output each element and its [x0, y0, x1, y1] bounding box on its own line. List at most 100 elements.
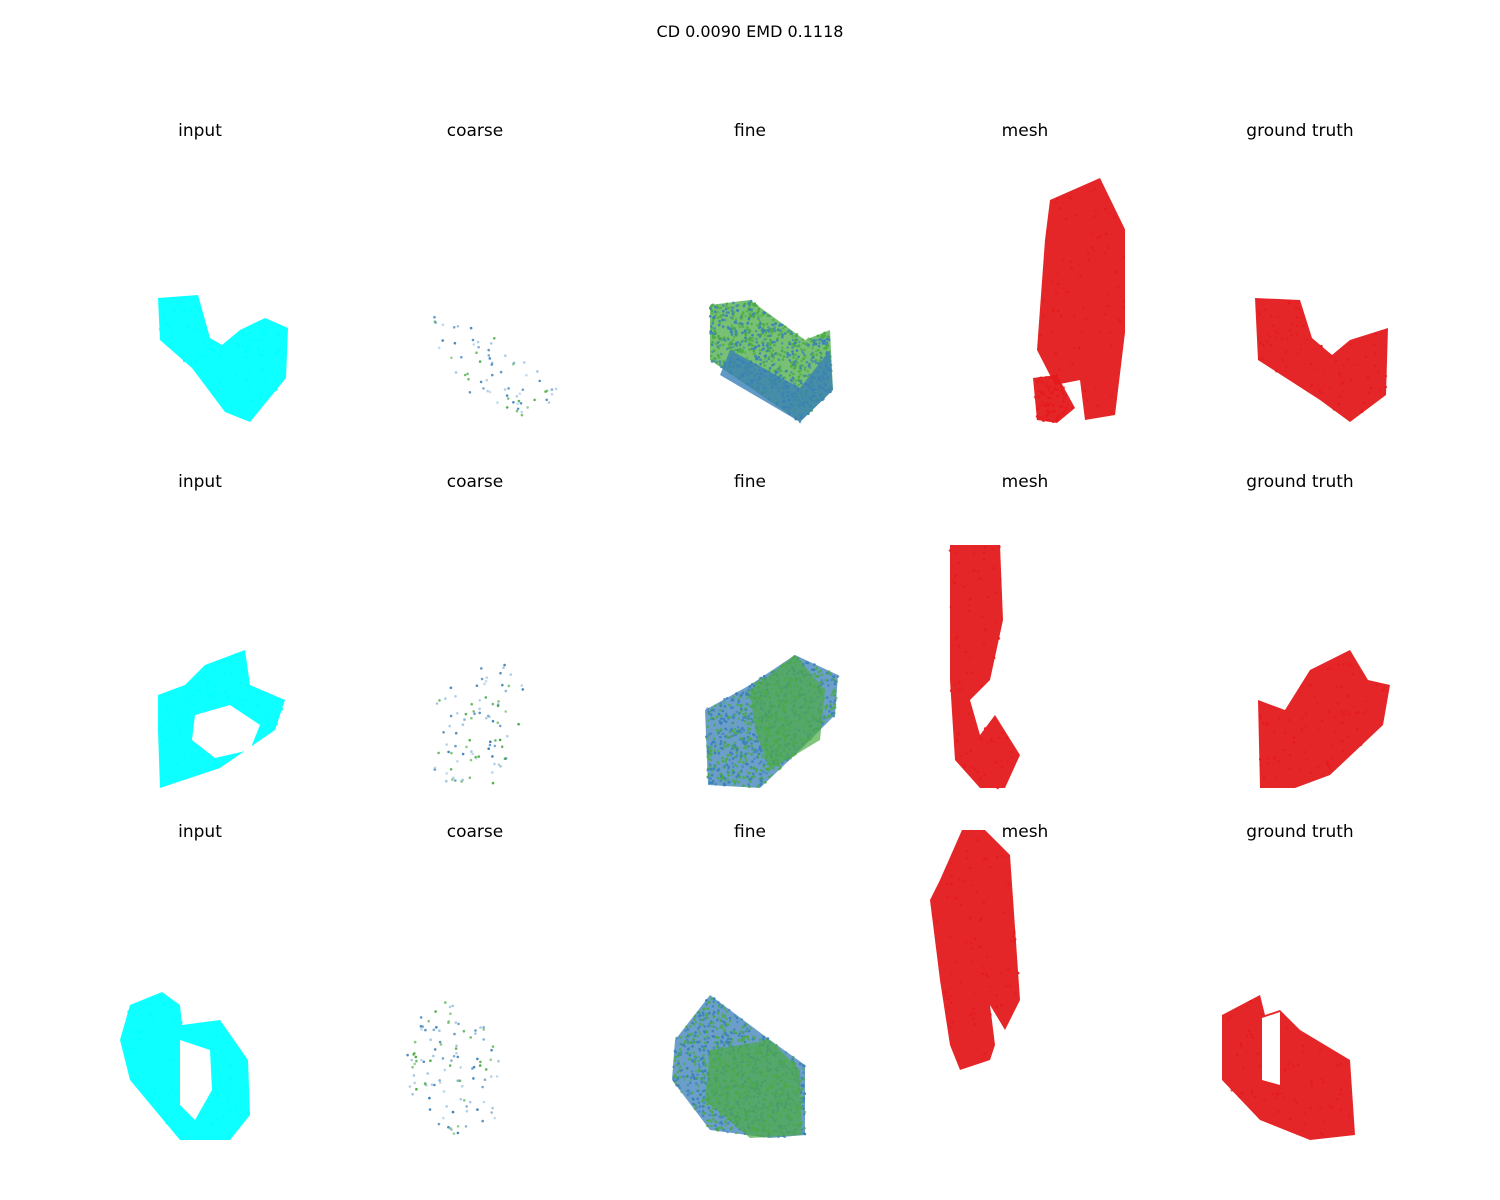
point: [696, 1097, 699, 1101]
point: [147, 1094, 150, 1097]
point: [198, 308, 201, 312]
point: [1118, 320, 1122, 324]
point: [807, 373, 811, 377]
point: [954, 637, 958, 641]
point: [955, 552, 959, 555]
point: [1093, 187, 1096, 190]
point: [1338, 1092, 1342, 1096]
point: [955, 635, 959, 639]
point: [792, 366, 796, 370]
point: [979, 737, 983, 740]
point: [759, 768, 763, 772]
point: [165, 704, 168, 707]
point: [533, 398, 536, 402]
point-cloud-surface: [705, 1040, 802, 1138]
point: [1347, 1115, 1351, 1118]
point: [715, 728, 719, 732]
point: [153, 1091, 157, 1095]
point: [727, 327, 730, 330]
point: [1309, 1106, 1312, 1110]
point: [454, 695, 457, 698]
point: [496, 401, 499, 404]
point: [803, 1126, 806, 1130]
point: [229, 1077, 233, 1081]
point: [979, 775, 982, 779]
point: [755, 341, 759, 344]
point: [746, 731, 749, 734]
point: [725, 712, 728, 716]
point: [454, 1021, 458, 1024]
point: [779, 354, 783, 357]
point: [688, 1053, 692, 1057]
point: [740, 731, 743, 734]
point: [777, 328, 780, 331]
point: [730, 698, 734, 702]
point: [750, 682, 754, 686]
point: [1006, 968, 1010, 971]
point: [197, 353, 201, 357]
point: [211, 1043, 215, 1046]
point: [751, 720, 754, 724]
point: [804, 374, 807, 378]
point: [713, 704, 717, 708]
point: [1294, 1078, 1297, 1082]
point: [737, 717, 741, 720]
point: [762, 764, 766, 768]
point: [965, 752, 968, 755]
point: [1012, 935, 1015, 939]
point: [165, 708, 168, 711]
point: [1227, 1017, 1230, 1021]
point: [482, 1100, 486, 1104]
point: [809, 358, 813, 362]
point: [250, 399, 254, 403]
point: [478, 707, 481, 711]
point: [1078, 263, 1081, 267]
point: [970, 960, 974, 963]
point: [723, 779, 727, 782]
point: [814, 358, 818, 362]
point: [138, 1037, 142, 1041]
point: [410, 1058, 413, 1062]
point: [970, 941, 973, 944]
point: [786, 353, 790, 356]
point: [171, 705, 175, 709]
point: [959, 903, 962, 906]
point: [1263, 1098, 1266, 1102]
point: [742, 761, 745, 765]
point: [673, 1075, 676, 1078]
point: [151, 1019, 154, 1023]
point: [719, 306, 722, 310]
point: [734, 333, 737, 336]
point: [781, 335, 784, 339]
point: [142, 1087, 146, 1091]
point: [976, 770, 980, 774]
point: [721, 1020, 724, 1023]
point: [1262, 721, 1265, 725]
point: [718, 356, 721, 359]
point: [800, 1084, 804, 1087]
point: [132, 1032, 135, 1035]
point: [702, 1096, 706, 1099]
point: [784, 370, 788, 373]
point: [466, 372, 469, 376]
point: [722, 1044, 726, 1047]
point: [1104, 312, 1107, 316]
point: [424, 1028, 427, 1032]
point: [757, 344, 761, 347]
point: [731, 326, 734, 330]
point: [781, 323, 784, 327]
point: [962, 880, 966, 883]
point: [1012, 930, 1016, 933]
point: [1384, 385, 1388, 389]
point: [687, 1034, 690, 1038]
point: [695, 1076, 699, 1080]
point: [234, 373, 238, 376]
point: [1384, 374, 1388, 378]
point: [982, 857, 986, 861]
point: [525, 374, 528, 377]
point: [747, 337, 751, 341]
point: [767, 768, 770, 772]
point: [1043, 393, 1046, 397]
point: [697, 1101, 701, 1104]
point: [689, 1079, 692, 1082]
